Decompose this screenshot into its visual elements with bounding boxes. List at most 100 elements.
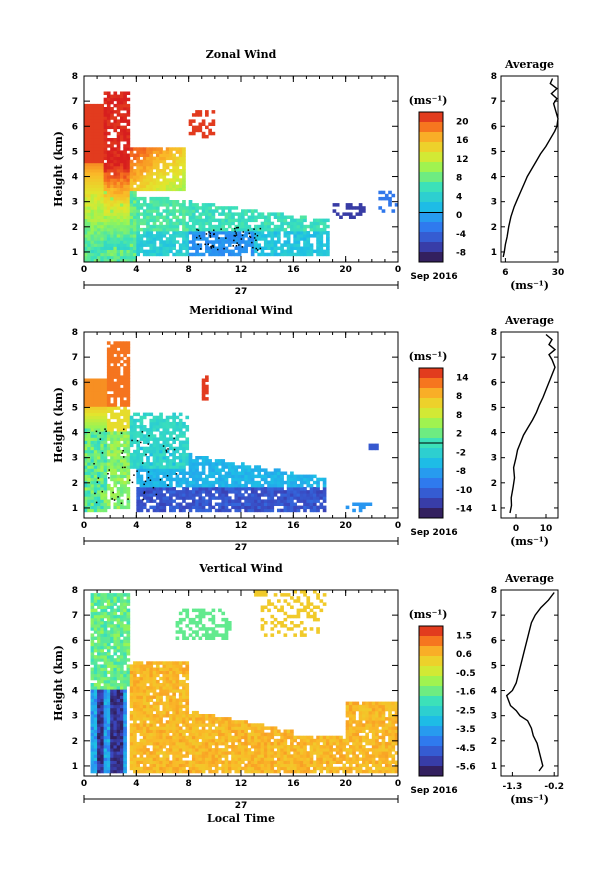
heatmap-cell xyxy=(149,452,154,457)
heatmap-cell xyxy=(250,477,255,482)
heatmap-cell xyxy=(84,378,88,382)
heatmap-cell xyxy=(178,505,183,510)
heatmap-cell xyxy=(110,686,114,690)
heatmap-cell xyxy=(185,415,190,420)
heatmap-cell xyxy=(142,209,147,213)
heatmap-cell xyxy=(103,131,108,136)
heatmap-cell xyxy=(319,249,324,254)
heatmap-cell xyxy=(93,645,98,650)
heatmap-cell xyxy=(198,224,203,229)
heatmap-cell xyxy=(254,496,258,500)
heatmap-cell xyxy=(146,661,150,665)
heatmap-cell xyxy=(100,190,105,195)
heatmap-cell xyxy=(93,446,98,451)
contour-dot xyxy=(218,237,220,239)
contour-dot xyxy=(121,466,124,469)
heatmap-cell xyxy=(165,698,170,702)
heatmap-cell xyxy=(97,617,101,622)
heatmap-cell xyxy=(129,258,134,263)
heatmap-cell xyxy=(103,165,108,170)
heatmap-cell xyxy=(87,502,91,506)
contour-dot xyxy=(234,230,236,233)
heatmap-cell xyxy=(169,686,173,690)
heatmap-cell xyxy=(136,184,140,188)
heatmap-cell xyxy=(113,384,118,389)
heatmap-cell xyxy=(182,156,186,161)
heatmap-cell xyxy=(123,729,127,733)
heatmap-cell xyxy=(276,480,281,485)
heatmap-cell xyxy=(133,664,137,668)
heatmap-cell xyxy=(100,605,105,609)
heatmap-cell xyxy=(280,496,284,500)
heatmap-cell xyxy=(123,624,127,628)
heatmap-cell xyxy=(90,209,95,213)
colorbar-frame xyxy=(418,111,444,263)
heatmap-cell xyxy=(185,243,190,247)
heatmap-cell xyxy=(155,483,160,488)
heatmap-cell xyxy=(113,425,118,429)
heatmap-cell xyxy=(116,437,121,441)
heatmap-cell xyxy=(113,187,118,192)
heatmap-cell xyxy=(149,169,154,173)
heatmap-cell xyxy=(257,227,262,232)
heatmap-cell xyxy=(136,452,140,457)
heatmap-cell xyxy=(129,679,134,684)
heatmap-cell xyxy=(169,499,173,503)
heatmap-cell xyxy=(303,240,307,244)
heatmap-cell xyxy=(159,156,163,161)
x-tick-label: 0 xyxy=(81,265,87,275)
heatmap-cell xyxy=(227,502,232,506)
heatmap-cell xyxy=(110,218,114,223)
heatmap-cell xyxy=(146,487,150,491)
heatmap-cell xyxy=(123,695,127,699)
heatmap-cell xyxy=(93,381,98,386)
heatmap-cell xyxy=(276,483,281,488)
heatmap-cell xyxy=(165,456,170,460)
heatmap-cell xyxy=(319,246,324,250)
heatmap-cell xyxy=(97,633,101,637)
heatmap-cell xyxy=(260,249,265,254)
heatmap-cell xyxy=(152,459,157,463)
heatmap-cell xyxy=(290,474,294,479)
heatmap-cell xyxy=(116,452,121,457)
heatmap-cell xyxy=(119,714,124,718)
heatmap-cell xyxy=(119,667,124,671)
heatmap-cell xyxy=(155,732,160,737)
heatmap-cell xyxy=(299,227,304,232)
heatmap-cell xyxy=(191,477,196,482)
panel-title: Zonal Wind xyxy=(206,48,277,61)
heatmap-cell xyxy=(126,499,131,503)
heatmap-cell xyxy=(322,221,327,226)
heatmap-cell xyxy=(100,505,105,510)
heatmap-cell xyxy=(139,704,144,709)
heatmap-cell xyxy=(146,449,150,454)
heatmap-cell xyxy=(126,670,131,675)
heatmap-cell xyxy=(110,381,114,386)
heatmap-cell xyxy=(149,215,154,219)
heatmap-cell xyxy=(201,122,206,126)
heatmap-cell xyxy=(205,487,209,491)
heatmap-cell xyxy=(87,471,91,475)
heatmap-cell xyxy=(133,735,137,740)
heatmap-cell xyxy=(113,341,118,345)
heatmap-cell xyxy=(100,415,105,420)
heatmap-cell xyxy=(90,720,95,724)
heatmap-cell xyxy=(326,252,330,257)
heatmap-cell xyxy=(221,209,226,213)
contour-dot xyxy=(142,498,144,501)
heatmap-cell xyxy=(149,243,154,247)
heatmap-cell xyxy=(123,614,127,619)
heatmap-cell xyxy=(169,667,173,671)
heatmap-cell xyxy=(103,493,108,497)
heatmap-cell xyxy=(152,240,157,244)
heatmap-cell xyxy=(214,496,219,500)
heatmap-cell xyxy=(90,169,95,173)
heatmap-cell xyxy=(152,196,157,201)
heatmap-cell xyxy=(149,769,154,774)
heatmap-cell xyxy=(113,243,118,247)
heatmap-cell xyxy=(178,452,183,457)
heatmap-cell xyxy=(126,122,131,126)
heatmap-cell xyxy=(110,720,114,724)
heatmap-cell xyxy=(110,144,114,148)
heatmap-cell xyxy=(116,624,121,628)
